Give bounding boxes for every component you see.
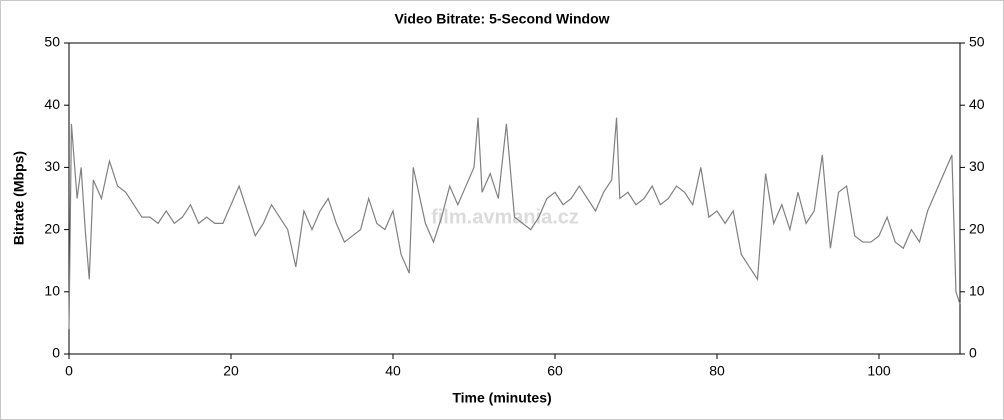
y-tick-label-right: 20 [969, 220, 985, 236]
y-axis-label: Bitrate (Mbps) [11, 151, 27, 245]
x-tick-label: 0 [65, 363, 73, 379]
plot-area [68, 42, 961, 355]
x-tick-label: 40 [385, 363, 401, 379]
y-tick-label: 10 [44, 283, 60, 299]
y-tick-label: 40 [44, 96, 60, 112]
line-series [68, 117, 961, 330]
chart-title: Video Bitrate: 5-Second Window [394, 11, 609, 27]
y-tick-label-right: 40 [969, 96, 985, 112]
y-tick-label: 0 [52, 345, 60, 361]
y-tick-label: 20 [44, 220, 60, 236]
y-tick-label: 50 [44, 34, 60, 50]
x-tick-label: 60 [547, 363, 563, 379]
x-tick-label: 20 [223, 363, 239, 379]
y-tick-label-right: 30 [969, 158, 985, 174]
y-tick-label-right: 50 [969, 34, 985, 50]
watermark: film.avmania.cz [431, 206, 579, 228]
x-tick-label: 80 [709, 363, 725, 379]
x-axis-label: Time (minutes) [452, 390, 551, 406]
y-tick-label-right: 10 [969, 283, 985, 299]
y-tick-label: 30 [44, 158, 60, 174]
x-tick-label: 100 [867, 363, 891, 379]
y-tick-label-right: 0 [969, 345, 977, 361]
